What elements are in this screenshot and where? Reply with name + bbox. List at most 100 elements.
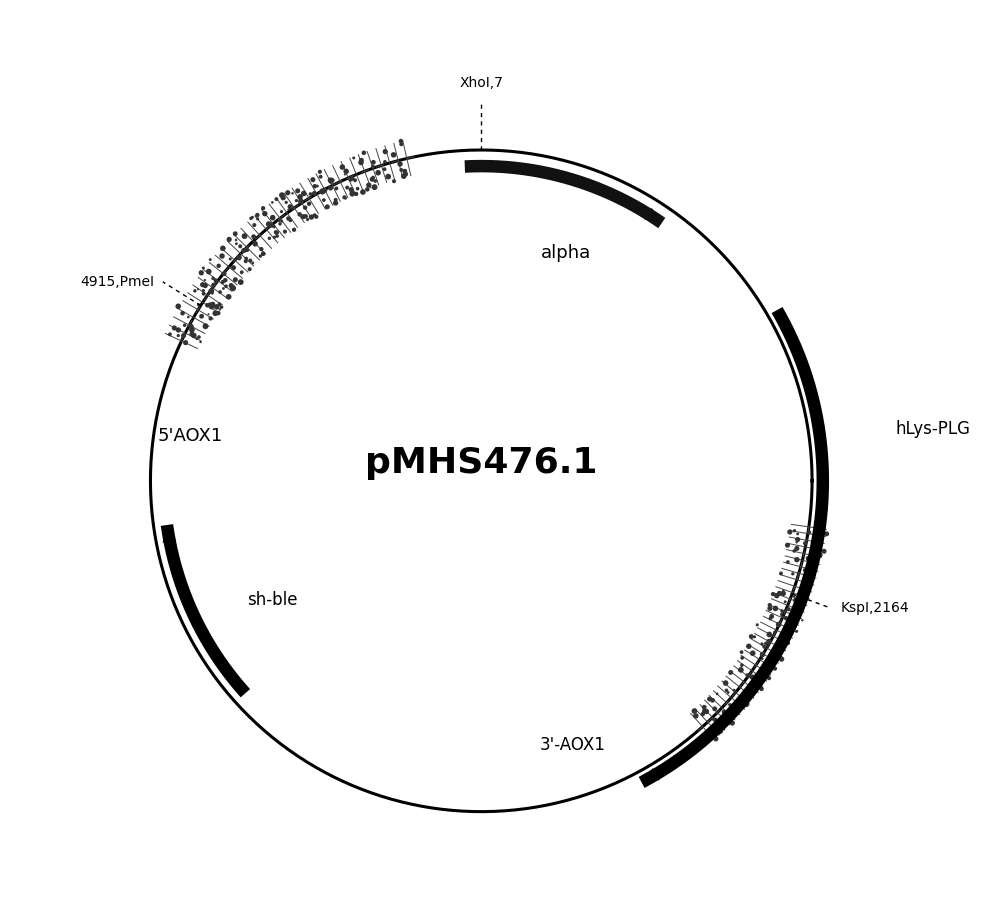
Point xyxy=(204,286,220,301)
Point xyxy=(255,201,271,215)
Point xyxy=(212,302,228,317)
Point xyxy=(195,261,211,275)
Point xyxy=(774,607,790,622)
Point xyxy=(745,646,760,660)
Point xyxy=(812,548,828,562)
Point xyxy=(789,624,804,638)
Point xyxy=(708,732,724,746)
Point xyxy=(698,705,714,719)
Point xyxy=(199,298,215,312)
Text: sh-ble: sh-ble xyxy=(246,591,297,609)
Point xyxy=(236,243,252,258)
Point xyxy=(205,271,221,286)
Point xyxy=(323,173,338,188)
Point xyxy=(292,189,308,203)
Point xyxy=(753,682,769,696)
Point xyxy=(323,173,338,187)
Point xyxy=(377,154,392,169)
Point xyxy=(232,251,247,265)
Point xyxy=(789,535,804,549)
Point xyxy=(247,236,263,251)
Point xyxy=(334,174,349,189)
Point xyxy=(218,273,233,288)
Point xyxy=(246,218,262,232)
Point xyxy=(286,222,302,237)
Point xyxy=(396,169,412,183)
Point xyxy=(346,151,362,165)
Point xyxy=(195,283,211,298)
Point xyxy=(224,278,239,292)
Point xyxy=(293,194,309,209)
Point xyxy=(214,249,230,263)
Point xyxy=(229,236,244,251)
Point xyxy=(214,300,230,314)
Point xyxy=(786,589,801,604)
Point xyxy=(184,327,200,341)
Point xyxy=(819,527,835,541)
Point xyxy=(725,716,741,730)
Point xyxy=(707,702,723,716)
Point xyxy=(740,668,755,683)
Point xyxy=(353,155,369,170)
Point xyxy=(804,562,820,577)
Point xyxy=(194,278,210,292)
Point xyxy=(397,164,413,179)
Point xyxy=(202,252,218,267)
Point xyxy=(223,252,238,266)
Point xyxy=(733,663,749,677)
Point xyxy=(796,575,811,589)
Point xyxy=(345,172,361,186)
Point xyxy=(228,272,243,287)
Point xyxy=(366,155,382,170)
Point xyxy=(215,248,231,262)
Point xyxy=(764,609,780,624)
Point xyxy=(378,144,393,159)
Point xyxy=(301,196,317,211)
Point xyxy=(274,214,289,229)
Point xyxy=(355,185,371,200)
Point xyxy=(222,232,237,247)
Point xyxy=(262,231,278,245)
Point xyxy=(730,697,746,712)
Point xyxy=(277,224,292,239)
Point xyxy=(266,220,282,234)
Point xyxy=(762,611,778,626)
Point xyxy=(272,217,287,232)
Text: 5'AOX1: 5'AOX1 xyxy=(158,427,224,445)
Point xyxy=(280,185,295,200)
Point xyxy=(176,329,191,343)
Point xyxy=(313,170,329,184)
Point xyxy=(244,210,260,224)
Point xyxy=(749,617,765,632)
Point xyxy=(267,230,283,244)
Point xyxy=(780,538,796,552)
Point xyxy=(344,186,360,201)
Point xyxy=(276,191,291,205)
Point xyxy=(688,708,703,723)
Point xyxy=(239,242,255,257)
Point xyxy=(324,174,339,189)
Point xyxy=(796,592,811,607)
Point xyxy=(781,602,797,617)
Point xyxy=(348,187,364,202)
Point xyxy=(774,637,790,651)
Point xyxy=(328,196,343,211)
Point xyxy=(735,651,750,666)
Point xyxy=(770,652,786,666)
Point xyxy=(283,213,298,228)
Point xyxy=(307,208,323,222)
Point xyxy=(797,578,812,593)
Point xyxy=(197,272,213,287)
Point xyxy=(761,634,777,648)
Point xyxy=(171,329,186,343)
Point xyxy=(202,298,218,312)
Point xyxy=(338,164,354,179)
Point xyxy=(317,183,333,198)
Point xyxy=(712,724,728,738)
Point xyxy=(762,597,778,612)
Point xyxy=(305,173,321,187)
Point xyxy=(212,285,228,300)
Text: 4915,PmeI: 4915,PmeI xyxy=(79,275,154,289)
Point xyxy=(269,192,284,206)
Point xyxy=(353,153,369,167)
